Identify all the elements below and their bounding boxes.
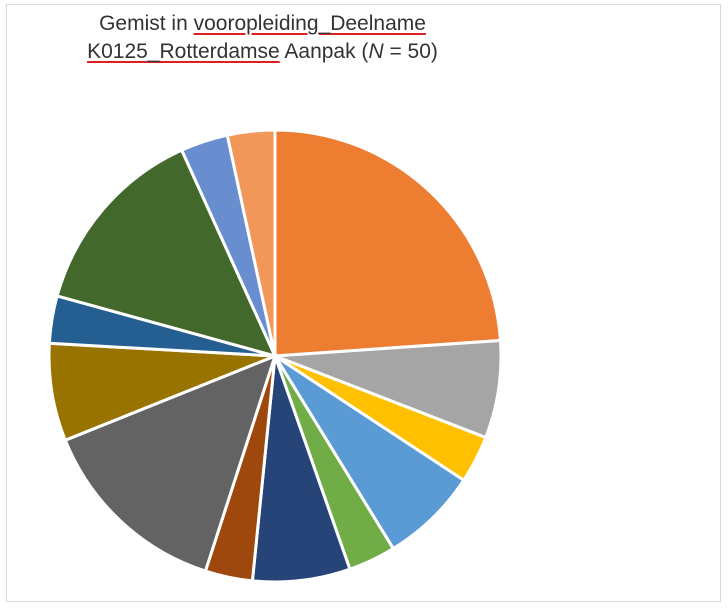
title-text-1b: vooropleiding_Deelname bbox=[193, 12, 426, 35]
pie-slice-1 bbox=[273, 128, 502, 358]
chart-title-line-2: K0125_Rotterdamse Aanpak (N = 50) bbox=[40, 38, 485, 66]
pie-slices bbox=[47, 128, 503, 584]
pie-slice-8 bbox=[63, 354, 277, 573]
chart-title: Gemist in vooropleiding_Deelname K0125_R… bbox=[40, 10, 485, 66]
title-text-2c: N bbox=[368, 40, 384, 63]
title-text-2a: K0125_Rotterdamse bbox=[87, 40, 280, 63]
chart-title-line-1: Gemist in vooropleiding_Deelname bbox=[40, 10, 485, 38]
pie-slice-13 bbox=[225, 128, 277, 358]
pie-slice-11 bbox=[55, 148, 277, 358]
title-text-2d: = 50) bbox=[383, 40, 438, 63]
title-text-1a: Gemist in bbox=[99, 12, 194, 35]
title-text-2b: Aanpak ( bbox=[279, 40, 369, 63]
